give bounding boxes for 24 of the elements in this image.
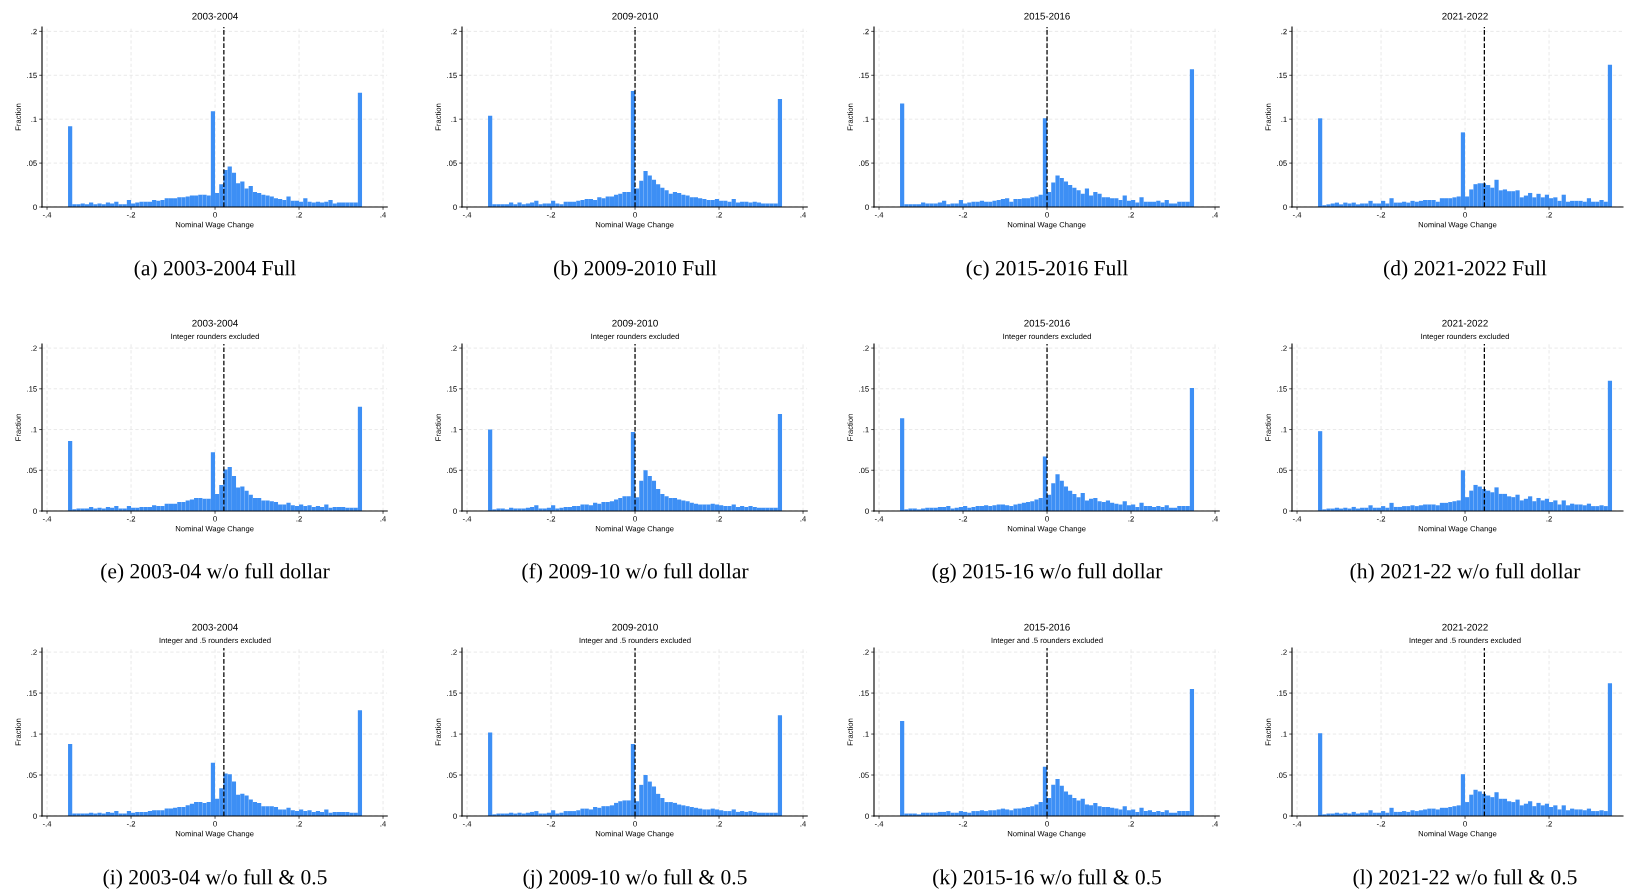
text: (l) 2021-22 w/o full & 0.5: [1353, 869, 1577, 889]
chart-title: 2021-2022: [1442, 623, 1488, 631]
text: (j) 2009-10 w/o full & 0.5: [523, 869, 747, 889]
text: (f) 2009-10 w/o full dollar: [522, 563, 749, 583]
chart-title: 2009-2010: [612, 319, 658, 327]
text: (i) 2003-04 w/o full & 0.5: [103, 869, 327, 889]
text: (h) 2021-22 w/o full dollar: [1350, 563, 1581, 583]
text: (g) 2015-16 w/o full dollar: [932, 563, 1163, 583]
chart-title: 2009-2010: [612, 623, 658, 631]
chart-title: 2003-2004: [192, 623, 238, 631]
chart-title: 2003-2004: [192, 319, 238, 327]
text: (a) 2003-2004 Full: [134, 260, 296, 280]
chart-title: 2009-2010: [612, 12, 658, 20]
chart-title: 2021-2022: [1442, 319, 1488, 327]
text: (k) 2015-16 w/o full & 0.5: [933, 869, 1161, 889]
text: (c) 2015-2016 Full: [966, 260, 1128, 280]
chart-title: 2015-2016: [1024, 12, 1070, 20]
text: (b) 2009-2010 Full: [554, 260, 717, 280]
chart-title: 2021-2022: [1442, 12, 1488, 20]
chart-title: 2015-2016: [1024, 319, 1070, 327]
text: (e) 2003-04 w/o full dollar: [101, 563, 330, 583]
text: (d) 2021-2022 Full: [1384, 260, 1547, 280]
chart-title: 2015-2016: [1024, 623, 1070, 631]
chart-title: 2003-2004: [192, 12, 238, 20]
